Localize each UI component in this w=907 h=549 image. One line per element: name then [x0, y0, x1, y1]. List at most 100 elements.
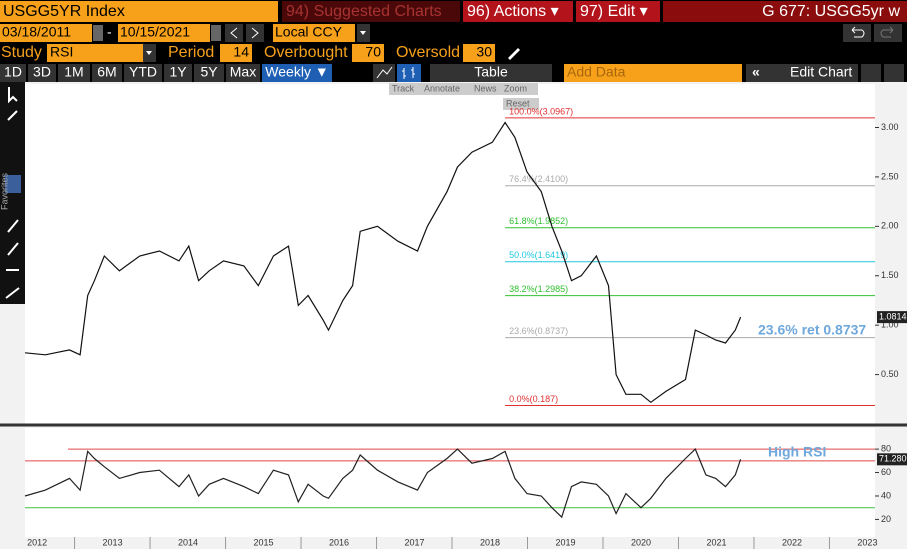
screen-id: G 677: USGG5yr w — [762, 3, 900, 20]
plots: 0.50 1.00 1.50 2.00 2.50 3.00 100.0%(3.0967) 76… — [24, 106, 907, 549]
y-tick-label: 60 — [881, 467, 891, 477]
screen-bar — [663, 1, 907, 22]
ticker-field[interactable] — [0, 1, 278, 22]
edit-chart: Edit Chart — [790, 64, 852, 80]
x-tick-label: 2021 — [706, 537, 726, 547]
period-label: 1M — [64, 64, 83, 80]
y-tick-label: 1.50 — [881, 270, 899, 280]
side-icons — [5, 87, 20, 299]
period-field[interactable] — [220, 44, 252, 62]
fib-label: 76.4%(2.4100) — [509, 174, 568, 184]
redo-icon — [880, 26, 894, 38]
fib-label: 23.6%(0.8737) — [509, 326, 568, 336]
tool-label[interactable]: Zoom — [504, 83, 527, 93]
undo-button[interactable] — [843, 24, 871, 42]
period-label: YTD — [129, 64, 157, 80]
study-name: RSI — [50, 44, 73, 60]
edit-button[interactable] — [576, 1, 660, 22]
edit: 97) Edit ▾ — [580, 3, 648, 20]
currency: Local CCY — [275, 24, 343, 40]
x-tick-label: 2015 — [254, 537, 274, 547]
ray-icon[interactable] — [7, 219, 19, 233]
currency-field[interactable] — [273, 24, 355, 42]
period-button[interactable] — [0, 64, 26, 82]
period-label: 5Y — [200, 64, 218, 80]
line-icon — [376, 66, 393, 79]
calendar-icon[interactable] — [211, 25, 221, 41]
pencil-icon[interactable] — [508, 48, 520, 60]
next-icon — [251, 27, 259, 39]
end-date-field[interactable] — [118, 24, 210, 42]
last-value-box — [877, 453, 907, 466]
y-tick-label: 2.00 — [881, 221, 899, 231]
last-value: 71.2809 — [879, 454, 907, 464]
edit-chart-button[interactable] — [746, 64, 858, 82]
period-button[interactable] — [164, 64, 192, 82]
suggested-button[interactable] — [282, 1, 460, 22]
start-date-field[interactable] — [0, 24, 92, 42]
channel-icon[interactable] — [5, 287, 20, 299]
last-value: 1.0814 — [879, 311, 907, 321]
add-data-field[interactable] — [564, 64, 742, 82]
fib-label: 0.0%(0.187) — [509, 394, 558, 404]
study-field[interactable] — [47, 44, 143, 62]
period-button[interactable] — [262, 64, 332, 82]
tool-label[interactable]: News — [474, 83, 497, 93]
period-label: 1D — [4, 64, 22, 80]
annotation: High RSI — [768, 444, 826, 460]
next-button[interactable] — [246, 24, 264, 42]
date-separator: - — [107, 24, 112, 40]
study-label: Study — [1, 44, 42, 61]
period-label: 1Y — [169, 64, 187, 80]
tool-strip — [389, 83, 538, 95]
rsi-panel — [25, 428, 875, 537]
period-button[interactable] — [226, 64, 260, 82]
x-tick-label: 2023 — [857, 537, 877, 547]
tool-label[interactable]: Track — [392, 83, 415, 93]
annotation: 23.6% ret 0.8737 — [758, 322, 866, 338]
fib-tool[interactable] — [5, 175, 21, 193]
tool-label[interactable]: Annotate — [424, 83, 460, 93]
overbought-label: Overbought — [264, 44, 348, 61]
period-button[interactable] — [124, 64, 162, 82]
oversold-field[interactable] — [463, 44, 495, 62]
redo-button[interactable] — [874, 24, 902, 42]
bar-chart-button[interactable] — [397, 64, 421, 82]
y-tick-label: 1.00 — [881, 320, 899, 330]
table: Table — [474, 64, 508, 80]
y-tick-label: 2.50 — [881, 171, 899, 181]
series-line — [24, 448, 742, 519]
y-tick-label: 0.50 — [881, 369, 899, 379]
expand-button[interactable] — [884, 64, 904, 82]
suggested: 94) Suggested Charts — [286, 3, 442, 20]
last-value-box — [877, 311, 907, 324]
oversold-label: Oversold — [396, 44, 460, 61]
period-button[interactable] — [28, 64, 56, 82]
pointer-icon[interactable] — [8, 87, 18, 104]
line-chart-button[interactable] — [373, 64, 395, 82]
settings-button[interactable] — [861, 64, 881, 82]
calendar-icon[interactable] — [93, 25, 103, 41]
x-tick-label: 2013 — [103, 537, 123, 547]
period-label: 6M — [97, 64, 116, 80]
add-data: Add Data — [567, 64, 626, 80]
actions-button[interactable] — [463, 1, 573, 22]
trend-icon[interactable] — [7, 242, 19, 256]
fib-label: 50.0%(1.6419) — [509, 250, 568, 260]
prev-button[interactable] — [225, 24, 243, 42]
tool-label[interactable]: Reset — [506, 98, 530, 108]
y-tick-label: 3.00 — [881, 122, 899, 132]
end-date: 10/15/2021 — [120, 24, 190, 40]
period-button[interactable] — [58, 64, 90, 82]
price-panel — [25, 84, 875, 424]
x-tick-label: 2014 — [178, 537, 198, 547]
period-button[interactable] — [194, 64, 224, 82]
fib-label: 100.0%(3.0967) — [509, 106, 573, 116]
draw-icon[interactable] — [7, 110, 18, 121]
x-tick-label: 2019 — [555, 537, 575, 547]
table-button[interactable] — [430, 64, 552, 82]
overbought-field[interactable] — [352, 44, 384, 62]
period-button[interactable] — [92, 64, 122, 82]
